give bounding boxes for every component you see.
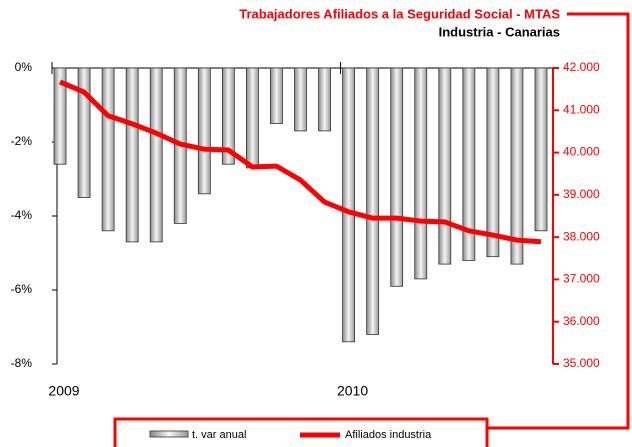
y-tick-label: -2% xyxy=(11,134,33,148)
bar xyxy=(77,67,91,198)
y2-tick-label: 38.000 xyxy=(563,229,600,243)
bar xyxy=(53,67,67,165)
bar xyxy=(125,67,139,243)
bar xyxy=(486,67,500,258)
y2-tick-label: 39.000 xyxy=(563,187,600,201)
bar xyxy=(221,67,235,165)
bar xyxy=(318,67,331,132)
chart-title: Trabajadores Afiliados a la Seguridad So… xyxy=(239,6,560,21)
bar xyxy=(270,67,283,124)
bar xyxy=(246,67,259,169)
bar xyxy=(149,67,163,243)
x-tick-label: 2010 xyxy=(337,383,368,399)
legend-label: t. var anual xyxy=(192,429,246,441)
legend-label: Afiliados industria xyxy=(345,429,432,441)
bar xyxy=(366,67,380,335)
y2-tick-label: 36.000 xyxy=(563,314,600,328)
bar xyxy=(294,67,307,132)
y2-tick-label: 42.000 xyxy=(563,60,600,74)
bar xyxy=(342,67,355,343)
bar xyxy=(414,67,428,280)
bar xyxy=(438,67,452,265)
bar xyxy=(197,67,211,195)
line xyxy=(59,79,542,245)
legend-box xyxy=(113,417,489,447)
legend-swatch xyxy=(149,430,189,438)
bar xyxy=(534,67,548,232)
y2-tick-label: 40.000 xyxy=(563,145,600,159)
y2-tick-label: 37.000 xyxy=(563,272,600,286)
y-tick-label: 0% xyxy=(15,60,33,74)
y-tick-label: -6% xyxy=(11,282,33,296)
bar xyxy=(510,67,524,265)
y-tick-label: -4% xyxy=(11,208,33,222)
y2-tick-label: 41.000 xyxy=(563,102,600,116)
x-tick-label: 2009 xyxy=(48,383,79,399)
bar xyxy=(390,67,404,287)
y-tick-label: -8% xyxy=(11,356,33,370)
bar xyxy=(462,67,476,261)
y2-tick-label: 35.000 xyxy=(563,356,600,370)
frame-line xyxy=(487,12,630,430)
bar xyxy=(101,67,115,232)
chart-subtitle: Industria - Canarias xyxy=(439,24,560,39)
